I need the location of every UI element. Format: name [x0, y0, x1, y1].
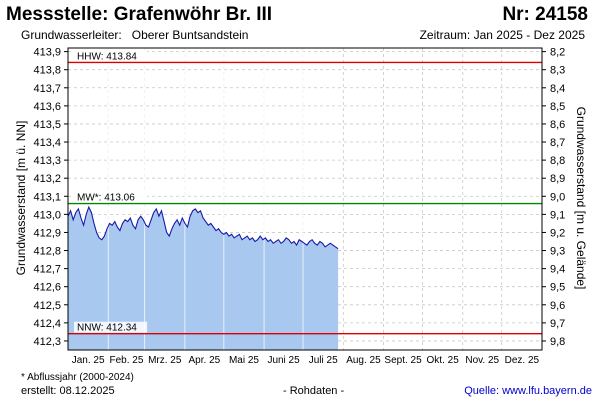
mw-label-bg	[74, 191, 148, 203]
y-tick-label: 413,2	[33, 173, 61, 185]
y2-tick-label: 9,8	[550, 336, 565, 348]
aquifer-label: Grundwasserleiter:	[21, 28, 122, 42]
y2-tick-label: 9,4	[550, 264, 565, 276]
period-label: Zeitraum: Jan 2025 - Dez 2025	[419, 28, 585, 42]
y-tick-label: 413,1	[33, 191, 61, 203]
y-tick-label: 413,4	[33, 137, 61, 149]
nnw-label-bg	[74, 321, 148, 333]
x-tick-label: Aug. 25	[346, 355, 381, 366]
x-tick-label: Apr. 25	[189, 355, 221, 366]
mw-label: MW*: 413.06	[77, 193, 135, 204]
nnw-label: NNW: 412.34	[77, 323, 137, 334]
y2-tick-label: 9,6	[550, 300, 565, 312]
aquifer-line: Grundwasserleiter: Oberer Buntsandstein	[21, 28, 248, 42]
footnote: * Abflussjahr (2000-2024)	[21, 372, 134, 383]
station-title: Messstelle: Grafenwöhr Br. III	[6, 4, 273, 25]
y-tick-label: 413,5	[33, 119, 61, 131]
y-axis-label: Grundwasserstand [m ü. NN]	[14, 121, 28, 276]
y2-tick-label: 9,7	[550, 318, 565, 330]
y2-tick-label: 9,2	[550, 227, 565, 239]
y2-tick-label: 8,4	[550, 83, 565, 95]
x-tick-label: Juli 25	[309, 355, 338, 366]
y-tick-label: 413,6	[33, 101, 61, 113]
x-tick-label: Feb. 25	[109, 355, 143, 366]
y-tick-label: 412,4	[33, 318, 61, 330]
station-number: Nr: 24158	[502, 4, 588, 25]
y2-tick-label: 8,5	[550, 101, 565, 113]
y2-tick-label: 9,3	[550, 246, 565, 258]
y-tick-label: 412,6	[33, 282, 61, 294]
y2-tick-label: 8,3	[550, 65, 565, 77]
x-tick-label: Sept. 25	[384, 355, 422, 366]
y-tick-label: 413,8	[33, 65, 61, 77]
aquifer-value: Oberer Buntsandstein	[131, 28, 249, 42]
x-tick-label: Mrz. 25	[148, 355, 182, 366]
x-tick-label: Nov. 25	[465, 355, 499, 366]
raw-data-label: - Rohdaten -	[283, 385, 345, 397]
y-tick-label: 413,7	[33, 83, 61, 95]
y2-tick-label: 8,9	[550, 173, 565, 185]
x-tick-label: Jan. 25	[72, 355, 105, 366]
x-tick-label: Juni 25	[267, 355, 300, 366]
y-tick-label: 413,9	[33, 47, 61, 59]
x-tick-label: Okt. 25	[427, 355, 460, 366]
y-tick-label: 412,7	[33, 264, 61, 276]
source-link[interactable]: Quelle: www.lfu.bayern.de	[464, 385, 592, 397]
hhw-label: HHW: 413.84	[77, 51, 137, 62]
y-tick-label: 412,9	[33, 227, 61, 239]
y-tick-label: 412,8	[33, 246, 61, 258]
y2-tick-label: 8,2	[550, 47, 565, 59]
y2-axis-label: Grundwasserstand [m u. Gelände]	[574, 107, 588, 290]
y-tick-label: 412,5	[33, 300, 61, 312]
y-tick-label: 413,3	[33, 155, 61, 167]
y2-tick-label: 8,8	[550, 155, 565, 167]
created-date: erstellt: 08.12.2025	[21, 385, 115, 397]
y2-tick-label: 8,7	[550, 137, 565, 149]
series-line	[67, 205, 339, 250]
x-tick-label: Mai 25	[229, 355, 259, 366]
y-tick-label: 413,0	[33, 209, 61, 221]
reference-lines-layer: HHW: 413.84 MW*: 413.06 NNW: 412.34	[68, 50, 542, 335]
y-tick-label: 412,3	[33, 336, 61, 348]
series-area	[68, 207, 339, 350]
y2-tick-label: 9,5	[550, 282, 565, 294]
series-layer	[67, 48, 339, 350]
y2-tick-label: 9,0	[550, 191, 565, 203]
axis-layer: 413,9 8,2 413,8 8,3 413,7 8,4 413,6 8,5 413,5 8,6…	[33, 47, 565, 366]
hhw-label-bg	[74, 50, 148, 62]
y2-tick-label: 9,1	[550, 209, 565, 221]
x-tick-label: Dez. 25	[505, 355, 540, 366]
plot-frame	[67, 47, 543, 351]
y2-tick-label: 8,6	[550, 119, 565, 131]
